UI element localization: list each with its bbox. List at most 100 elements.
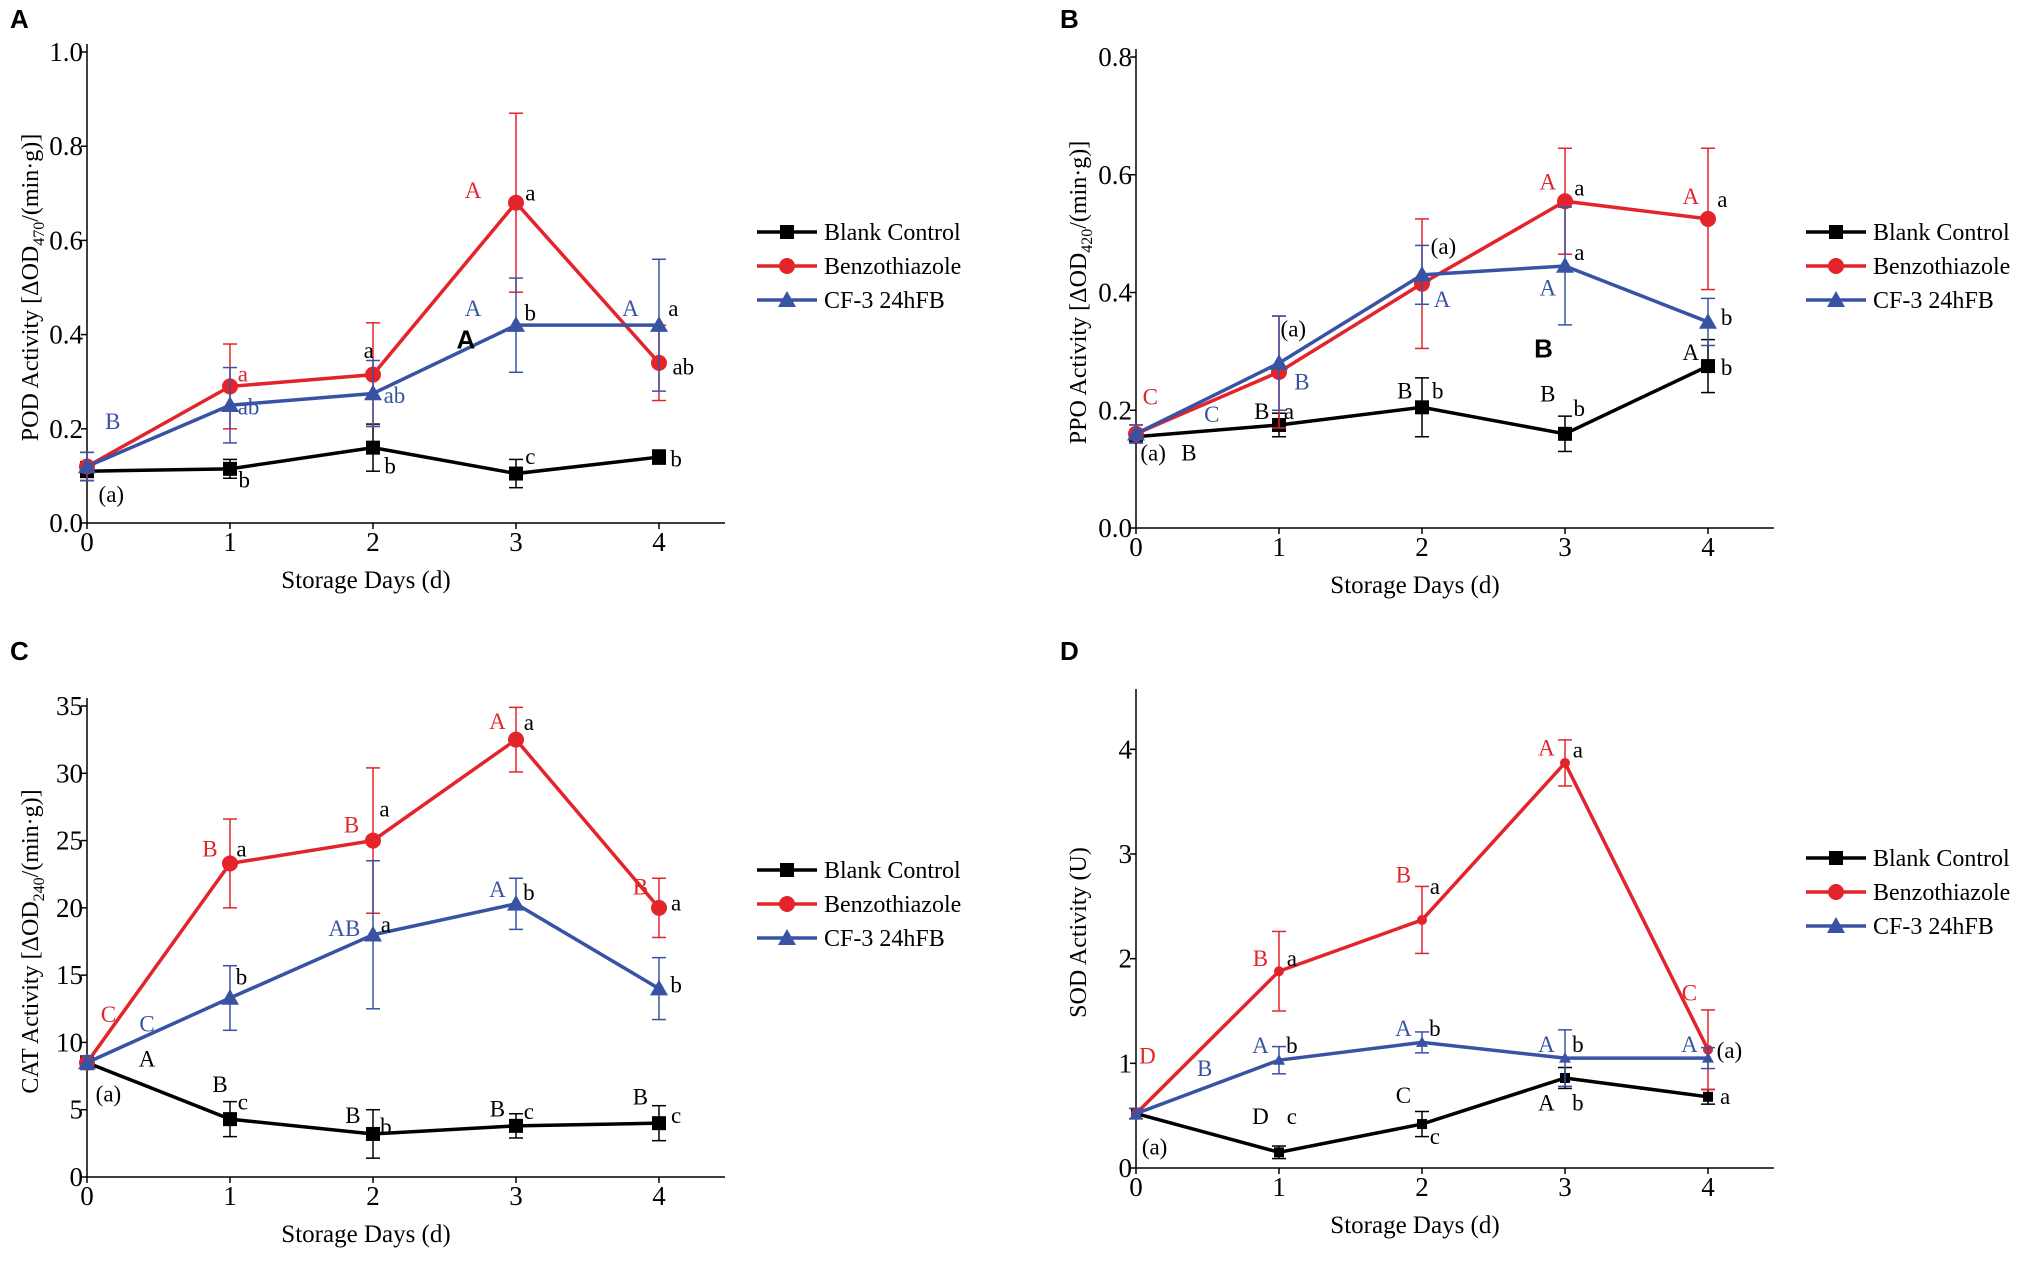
significance-letter: A: [622, 296, 639, 321]
series-cf-3-24hfb: [78, 860, 668, 1071]
x-tick-label: 1: [223, 527, 237, 557]
significance-letter: A: [1434, 287, 1451, 312]
significance-letter: b: [1572, 1090, 1584, 1115]
data-point: [1417, 1119, 1427, 1130]
data-point: [1703, 1091, 1713, 1102]
significance-letter: b: [384, 454, 396, 479]
bold-letter: B: [1534, 333, 1553, 363]
significance-letter: A: [465, 296, 482, 321]
significance-letter: B: [105, 409, 120, 434]
significance-letter: b: [239, 468, 251, 493]
x-tick-label: 1: [1272, 1172, 1286, 1202]
data-point: [509, 466, 523, 481]
y-tick-label: 15: [56, 960, 83, 990]
legend-marker: [1828, 884, 1844, 900]
significance-letter: a: [671, 891, 681, 916]
y-tick-label: 10: [56, 1027, 83, 1057]
data-point: [1699, 312, 1717, 329]
x-tick-label: 2: [1415, 532, 1429, 562]
legend-marker: [1828, 258, 1844, 274]
significance-letter: c: [524, 1099, 534, 1124]
y-tick-label: 0.8: [49, 131, 83, 161]
legend-label: CF-3 24hFB: [824, 288, 945, 314]
legend-label: Blank Control: [1873, 846, 2010, 872]
data-point: [650, 979, 668, 996]
x-tick-label: 0: [1129, 532, 1143, 562]
panel-label: A: [10, 4, 29, 34]
significance-letter: (a): [1431, 234, 1457, 259]
significance-letter: c: [525, 444, 535, 469]
significance-letter: b: [1432, 378, 1444, 403]
y-tick-label: 2: [1119, 944, 1133, 974]
y-tick-label: 0: [70, 1162, 84, 1192]
significance-letter: B: [633, 874, 648, 899]
legend-marker: [1829, 851, 1843, 865]
series-cf-3-24hfb: [1129, 1029, 1715, 1120]
y-tick-label: 30: [56, 758, 83, 788]
series-cf-3-24hfb: [1127, 206, 1717, 444]
significance-letter: A: [1252, 1033, 1269, 1058]
data-point: [1556, 257, 1574, 273]
significance-letter: A: [139, 1047, 156, 1072]
data-point: [652, 1116, 666, 1131]
significance-letter: c: [238, 1090, 248, 1115]
significance-letter: D: [1252, 1104, 1269, 1129]
legend-marker: [780, 863, 794, 877]
data-point: [508, 731, 524, 748]
significance-letter: C: [1143, 384, 1158, 409]
data-point: [1274, 1147, 1284, 1158]
panel-label: B: [1060, 4, 1079, 34]
x-tick-label: 1: [223, 1181, 237, 1211]
significance-letter: A: [1683, 184, 1700, 209]
y-tick-label: 20: [56, 893, 83, 923]
significance-letter: b: [1721, 355, 1733, 380]
y-tick-label: 1: [1119, 1048, 1133, 1078]
data-point: [78, 457, 96, 474]
legend-label: Benzothiazole: [1873, 880, 2010, 906]
significance-letter: B: [1197, 1056, 1212, 1081]
data-point: [1558, 426, 1572, 441]
significance-letter: B: [1294, 370, 1309, 395]
x-tick-label: 4: [652, 1181, 666, 1211]
x-tick-label: 3: [1558, 532, 1572, 562]
y-tick-label: 0.4: [1098, 278, 1132, 308]
panel-c: C 0 5 10 15 20 25 30 35 0 1 2 3 4 Storage Days (d) CAT …: [10, 636, 961, 1248]
y-tick-label: 0.6: [1098, 160, 1132, 190]
significance-letter: A: [465, 178, 482, 203]
x-tick-label: 2: [366, 1181, 380, 1211]
significance-letter: AB: [328, 916, 360, 941]
y-tick-label: 0.2: [49, 414, 83, 444]
significance-letter: (a): [1140, 440, 1166, 465]
data-point: [1274, 966, 1284, 977]
significance-letter: ab: [384, 383, 406, 408]
series-blank-control: [1129, 1066, 1715, 1160]
x-tick-label: 3: [509, 1181, 523, 1211]
significance-letter: a: [1430, 874, 1440, 899]
significance-letter: a: [1573, 738, 1583, 763]
significance-letter: A: [1538, 1032, 1555, 1057]
significance-letter: a: [1574, 240, 1584, 265]
significance-letter: A: [1683, 340, 1700, 365]
legend-marker: [1827, 917, 1845, 933]
significance-letter: a: [1720, 1084, 1730, 1109]
legend: Blank Control Benzothiazole CF-3 24hFB: [757, 220, 961, 314]
significance-letter: ab: [672, 355, 694, 380]
significance-letter: B: [212, 1072, 227, 1097]
legend-marker: [778, 929, 796, 945]
legend-label: CF-3 24hFB: [1873, 914, 1994, 940]
data-point: [1273, 1054, 1285, 1065]
significance-letter: A: [1395, 1016, 1412, 1041]
significance-letter: a: [1574, 175, 1584, 200]
y-title-subscript: 240: [31, 877, 48, 901]
panel-label: D: [1060, 636, 1079, 666]
legend-label: Benzothiazole: [1873, 254, 2010, 280]
significance-letter: a: [1287, 946, 1297, 971]
y-title-part: SOD Activity (U): [1066, 847, 1092, 1018]
data-point: [1557, 193, 1573, 210]
significance-letter: a: [238, 362, 248, 387]
significance-letter: a: [1284, 399, 1294, 424]
y-tick-label: 1.0: [49, 37, 83, 67]
data-point: [508, 194, 524, 211]
legend-marker: [1827, 291, 1845, 307]
data-point: [1417, 914, 1427, 925]
